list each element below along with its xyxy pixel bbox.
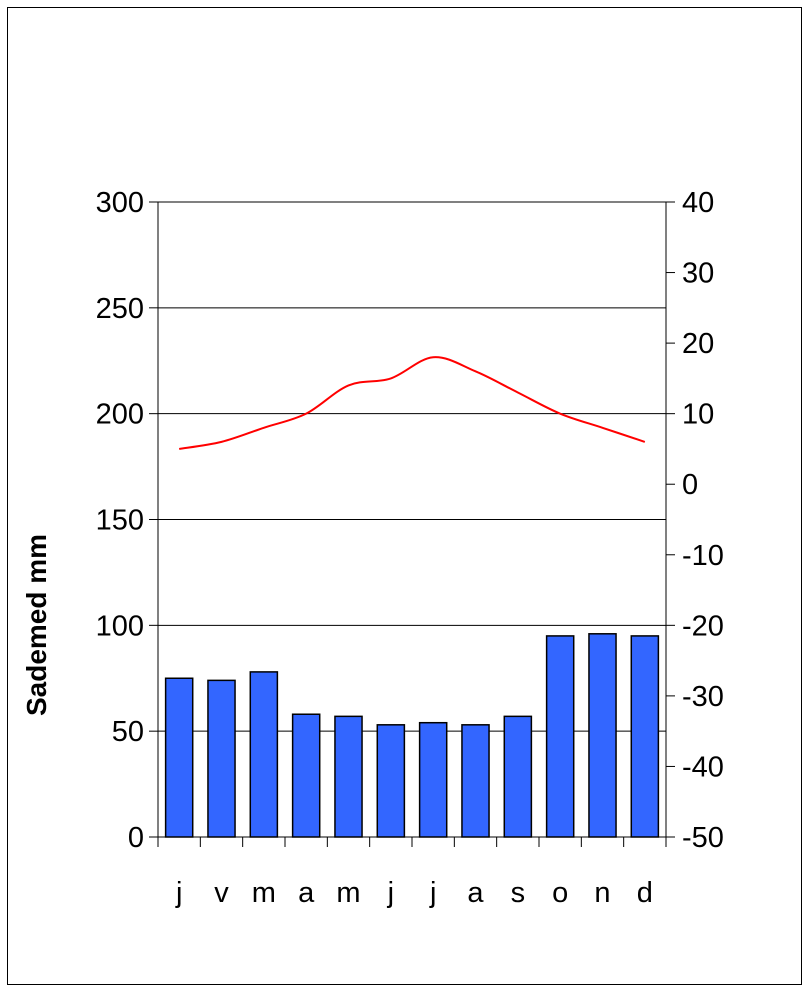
- category-label: v: [214, 877, 229, 909]
- precipitation-bar: [376, 724, 406, 838]
- temperature-line-group: [179, 356, 646, 450]
- category-label: o: [552, 877, 568, 909]
- gridlines: [158, 201, 666, 732]
- right-tick-label: -50: [682, 822, 724, 854]
- right-axis-ticks: -50 -40 -30 -20 -10 0 10 20 30 40: [666, 187, 724, 854]
- precipitation-bar: [588, 633, 617, 838]
- precipitation-bar: [291, 713, 321, 838]
- precipitation-bar: [545, 635, 575, 838]
- precipitation-bar: [630, 635, 660, 838]
- right-tick-label: -10: [682, 540, 724, 572]
- left-tick-label: 250: [96, 293, 144, 325]
- category-label: d: [637, 877, 653, 909]
- y-axis-title: Sademed mm: [21, 534, 52, 716]
- category-label: n: [594, 877, 610, 909]
- left-tick-label: 100: [96, 610, 144, 642]
- precipitation-bar: [207, 679, 236, 838]
- precipitation-bar: [461, 724, 490, 838]
- left-tick-label: 50: [112, 716, 144, 748]
- right-tick-label: 30: [682, 258, 714, 290]
- right-tick-label: 40: [682, 187, 714, 219]
- right-tick-label: -40: [682, 751, 724, 783]
- precipitation-bar: [418, 721, 448, 838]
- category-label: m: [336, 877, 360, 909]
- left-tick-label: 150: [96, 505, 144, 537]
- left-tick-label: 200: [96, 399, 144, 431]
- category-label: j: [429, 877, 436, 909]
- category-label: j: [387, 877, 394, 909]
- right-tick-label: -30: [682, 681, 724, 713]
- category-label: a: [467, 877, 484, 909]
- category-label: m: [252, 877, 276, 909]
- precipitation-bar: [334, 715, 363, 838]
- precipitation-bar: [503, 715, 533, 838]
- right-tick-label: -20: [682, 610, 724, 642]
- precipitation-bar: [164, 677, 194, 838]
- precipitation-bar: [249, 671, 279, 838]
- precipitation-bars: [164, 633, 660, 838]
- right-tick-label: 20: [682, 328, 714, 360]
- left-axis-ticks: 0 50 100 150 200 250 300: [96, 187, 158, 854]
- right-tick-label: 10: [682, 399, 714, 431]
- category-label: s: [511, 877, 526, 909]
- left-tick-label: 0: [128, 822, 144, 854]
- left-tick-label: 300: [96, 187, 144, 219]
- temperature-line: [179, 356, 646, 450]
- category-label: a: [298, 877, 315, 909]
- right-tick-label: 0: [682, 469, 698, 501]
- category-label: j: [175, 877, 182, 909]
